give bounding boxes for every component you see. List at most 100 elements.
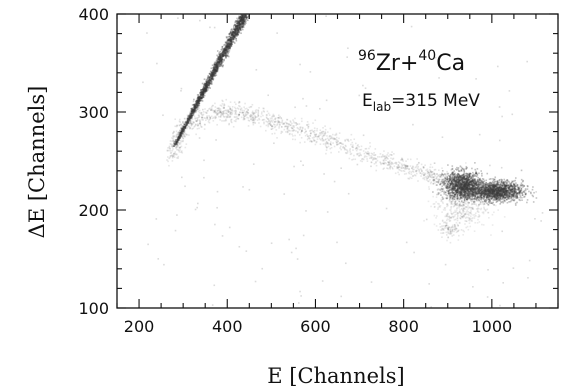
data-point xyxy=(230,39,232,41)
data-point xyxy=(217,56,220,59)
data-point xyxy=(498,193,501,196)
data-point xyxy=(203,86,205,89)
data-point xyxy=(438,173,441,176)
data-point xyxy=(418,169,421,172)
data-point xyxy=(199,120,202,123)
data-point xyxy=(407,165,409,167)
data-point xyxy=(224,48,227,51)
data-point xyxy=(192,112,194,114)
data-point xyxy=(248,106,251,109)
data-point xyxy=(472,180,475,183)
data-point xyxy=(442,175,445,178)
data-point xyxy=(228,43,231,45)
data-point xyxy=(453,179,455,182)
data-point xyxy=(225,49,228,52)
data-point xyxy=(211,77,213,80)
data-point xyxy=(225,98,228,101)
data-point xyxy=(465,185,467,188)
data-point xyxy=(185,127,188,130)
data-point xyxy=(446,188,449,190)
data-point xyxy=(222,50,225,52)
data-point xyxy=(221,61,224,63)
data-point xyxy=(499,185,502,188)
data-point xyxy=(207,109,209,112)
data-point xyxy=(240,17,243,19)
data-point xyxy=(199,97,202,100)
data-point xyxy=(188,117,190,120)
data-point xyxy=(461,188,463,190)
data-point xyxy=(461,168,464,170)
data-point xyxy=(179,131,182,134)
data-point xyxy=(407,171,410,174)
data-point xyxy=(214,64,216,66)
data-point xyxy=(373,156,375,159)
data-point xyxy=(189,117,192,120)
data-point xyxy=(325,141,328,144)
data-point xyxy=(486,184,489,186)
data-point xyxy=(214,70,217,73)
data-point xyxy=(471,190,474,193)
data-point xyxy=(195,104,198,107)
data-point xyxy=(176,133,179,135)
data-point xyxy=(459,187,461,189)
data-point xyxy=(468,174,471,177)
data-point xyxy=(189,126,192,129)
data-point xyxy=(241,15,244,17)
data-point xyxy=(221,53,224,55)
data-point xyxy=(210,77,213,80)
data-point xyxy=(247,15,250,18)
data-point xyxy=(461,179,463,181)
data-point xyxy=(455,169,458,171)
data-point xyxy=(226,47,229,49)
data-point xyxy=(265,117,268,120)
data-point xyxy=(244,23,246,26)
data-point xyxy=(234,33,237,35)
data-point xyxy=(519,196,521,199)
data-point xyxy=(208,78,211,81)
data-point xyxy=(210,80,212,82)
data-point xyxy=(211,73,213,76)
data-point xyxy=(495,197,497,199)
data-point xyxy=(374,154,376,157)
data-point xyxy=(215,65,217,68)
data-point xyxy=(228,47,230,50)
data-point xyxy=(465,190,467,193)
data-point xyxy=(455,190,458,193)
data-point xyxy=(455,180,458,182)
data-point xyxy=(482,197,485,200)
data-point xyxy=(197,101,199,103)
data-point xyxy=(226,46,228,49)
data-point xyxy=(295,124,298,126)
data-point xyxy=(197,124,199,127)
data-point xyxy=(479,193,481,195)
data-point xyxy=(368,154,370,157)
data-point xyxy=(453,178,456,181)
data-point xyxy=(226,49,229,51)
data-point xyxy=(243,20,246,22)
data-point xyxy=(197,100,200,103)
data-point xyxy=(198,97,200,100)
data-point xyxy=(228,40,230,43)
data-point xyxy=(513,182,515,185)
data-point xyxy=(467,191,469,194)
data-point xyxy=(501,188,503,190)
data-point xyxy=(214,70,217,73)
data-point xyxy=(418,162,420,164)
data-point xyxy=(229,46,232,48)
data-point xyxy=(459,176,461,178)
data-point xyxy=(234,31,237,33)
data-point xyxy=(468,187,470,190)
data-point xyxy=(173,145,175,148)
data-point xyxy=(231,35,233,37)
data-point xyxy=(233,34,236,37)
data-point xyxy=(265,124,268,127)
data-point xyxy=(448,179,451,182)
data-point xyxy=(210,74,212,77)
data-point xyxy=(452,179,454,182)
data-point xyxy=(271,115,273,118)
data-point xyxy=(455,185,458,187)
data-point xyxy=(252,119,255,122)
data-point xyxy=(463,178,465,180)
data-point xyxy=(203,83,206,86)
data-point xyxy=(226,42,229,44)
